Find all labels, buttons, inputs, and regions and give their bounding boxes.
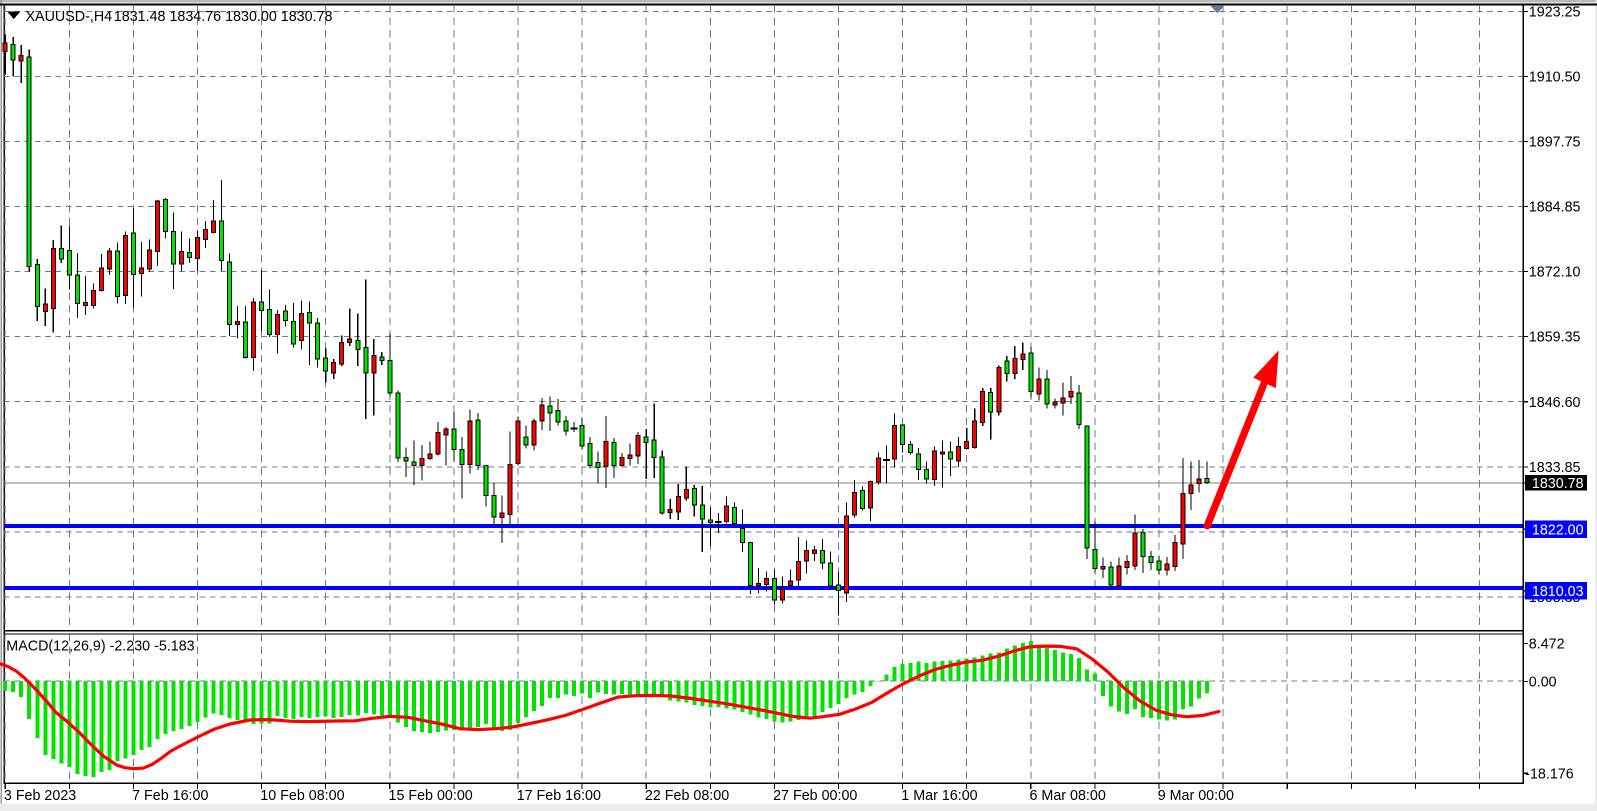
- svg-text:1872.10: 1872.10: [1529, 265, 1581, 281]
- svg-text:0.00: 0.00: [1529, 674, 1557, 690]
- svg-text:1831.48 1834.76 1830.00 1830.7: 1831.48 1834.76 1830.00 1830.78: [114, 9, 333, 25]
- svg-text:10 Feb 08:00: 10 Feb 08:00: [260, 788, 344, 804]
- svg-text:6 Mar 08:00: 6 Mar 08:00: [1030, 788, 1106, 804]
- svg-text:-18.176: -18.176: [1525, 766, 1574, 782]
- svg-text:22 Feb 08:00: 22 Feb 08:00: [645, 788, 729, 804]
- svg-text:15 Feb 00:00: 15 Feb 00:00: [389, 788, 473, 804]
- svg-text:27 Feb 00:00: 27 Feb 00:00: [773, 788, 857, 804]
- svg-text:1822.00: 1822.00: [1532, 522, 1584, 538]
- svg-text:XAUUSD-,H4: XAUUSD-,H4: [26, 9, 113, 25]
- svg-text:1830.78: 1830.78: [1532, 476, 1584, 492]
- svg-text:MACD(12,26,9) -2.230 -5.183: MACD(12,26,9) -2.230 -5.183: [6, 639, 194, 655]
- svg-text:1910.50: 1910.50: [1529, 70, 1581, 86]
- svg-text:1923.25: 1923.25: [1529, 4, 1581, 20]
- svg-text:1884.85: 1884.85: [1529, 200, 1581, 216]
- svg-text:1810.03: 1810.03: [1532, 584, 1584, 600]
- svg-text:17 Feb 16:00: 17 Feb 16:00: [517, 788, 601, 804]
- svg-text:1 Mar 16:00: 1 Mar 16:00: [901, 788, 977, 804]
- svg-text:1897.75: 1897.75: [1529, 135, 1581, 151]
- svg-text:8.472: 8.472: [1529, 637, 1565, 653]
- svg-text:7 Feb 16:00: 7 Feb 16:00: [132, 788, 208, 804]
- svg-text:1833.85: 1833.85: [1529, 460, 1581, 476]
- svg-text:1846.60: 1846.60: [1529, 395, 1581, 411]
- svg-text:9 Mar 00:00: 9 Mar 00:00: [1158, 788, 1234, 804]
- svg-text:1859.35: 1859.35: [1529, 330, 1581, 346]
- svg-text:3 Feb 2023: 3 Feb 2023: [4, 788, 76, 804]
